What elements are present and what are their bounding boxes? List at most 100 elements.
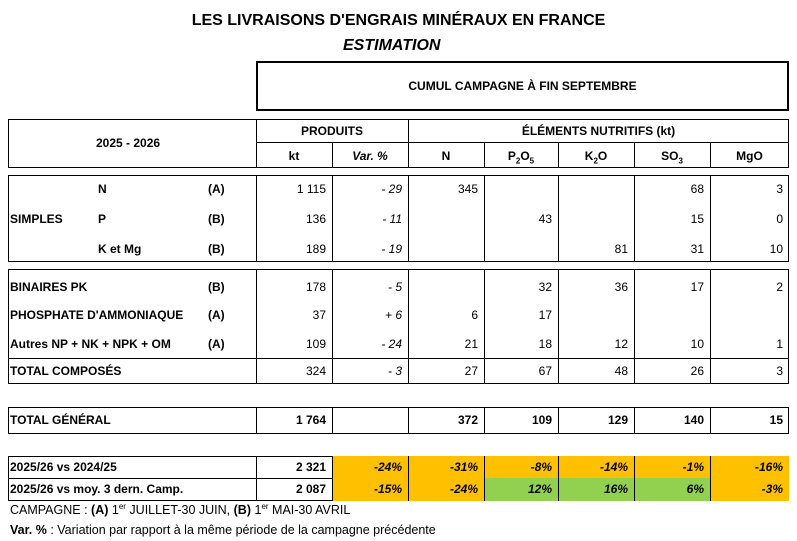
row-label: N (98, 182, 107, 196)
cell-n: 27 (464, 364, 478, 378)
cell-n: 345 (457, 182, 478, 196)
cell-p: 32 (538, 280, 552, 294)
cell-so3: 15 (690, 212, 704, 226)
cell-k: -14% (558, 456, 634, 479)
cell-k: 36 (614, 280, 628, 294)
cell-var: + 6 (384, 308, 402, 322)
header-block (8, 119, 789, 168)
cell-var: - 11 (382, 212, 402, 226)
col-k2o-header: K2O (584, 149, 608, 166)
cell-var: -15% (332, 478, 408, 501)
row-campaign-code: (A) (208, 308, 225, 322)
campaign-label: 2025 - 2026 (96, 136, 161, 150)
simples-label: SIMPLES (10, 212, 63, 226)
cell-so3: -1% (634, 456, 710, 479)
row-label: TOTAL GÉNÉRAL (10, 413, 111, 427)
cell-n (408, 239, 484, 259)
cell-so3: 17 (690, 280, 704, 294)
cell-k: 129 (607, 413, 628, 427)
col-so3-header: SO3 (661, 149, 683, 166)
row-campaign-code: (A) (208, 337, 225, 351)
cell-so3: 68 (690, 182, 704, 196)
row-campaign-code: (B) (208, 280, 225, 294)
row-campaign-code: (A) (208, 182, 225, 196)
cell-k: 81 (614, 242, 628, 256)
cell-mgo: 0 (776, 212, 783, 226)
row-label: TOTAL COMPOSÉS (10, 364, 122, 378)
cell-p (484, 179, 558, 199)
period-header: CUMUL CAMPAGNE À FIN SEPTEMBRE (408, 79, 637, 93)
cell-kt: 2 087 (256, 478, 332, 501)
row-label: P (98, 212, 107, 226)
elements-header: ÉLÉMENTS NUTRITIFS (kt) (521, 124, 676, 138)
cell-p: -8% (484, 456, 558, 479)
cell-so3: 26 (690, 364, 704, 378)
cell-kt: 189 (305, 242, 326, 256)
col-p2o5-header: P2O5 (507, 149, 535, 166)
cell-k (558, 305, 634, 325)
cell-kt: 2 321 (256, 456, 332, 479)
cell-var: - 3 (387, 364, 402, 378)
cell-var: - 5 (387, 280, 402, 294)
cell-var: -24% (332, 456, 408, 479)
col-n-header: N (441, 149, 451, 163)
cell-k: 16% (558, 478, 634, 501)
row-label: PHOSPHATE D'AMMONIAQUE (10, 308, 184, 322)
cell-so3: 31 (690, 242, 704, 256)
col-var-header: Var. % (352, 149, 388, 163)
row-label: K et Mg (98, 242, 142, 256)
cell-k (558, 209, 634, 229)
cell-p: 109 (531, 413, 552, 427)
cell-n: -31% (408, 456, 484, 479)
cell-kt: 1 764 (295, 413, 326, 427)
cell-mgo: -3% (710, 478, 789, 501)
cell-p: 18 (538, 337, 552, 351)
page-title: LES LIVRAISONS D'ENGRAIS MINÉRAUX EN FRA… (191, 12, 606, 29)
simples-block (8, 175, 789, 262)
cell-kt: 136 (305, 212, 326, 226)
row-label: BINAIRES PK (10, 280, 88, 294)
cell-n: -24% (408, 478, 484, 501)
cell-n (408, 209, 484, 229)
page-subtitle: ESTIMATION (343, 37, 441, 54)
cell-var: - 19 (381, 242, 402, 256)
col-mgo-header: MgO (736, 149, 763, 163)
comparison-label: 2025/26 vs moy. 3 dern. Camp. (10, 482, 184, 496)
cell-n: 6 (471, 308, 478, 322)
cell-so3 (634, 305, 710, 325)
cell-p (484, 239, 558, 259)
cell-so3: 6% (634, 478, 710, 501)
cell-so3: 10 (690, 337, 704, 351)
cell-mgo (710, 305, 789, 325)
cell-p: 67 (538, 364, 552, 378)
comparison-label: 2025/26 vs 2024/25 (10, 460, 117, 474)
cell-mgo: 3 (776, 364, 783, 378)
period-header-box (256, 61, 789, 111)
cell-kt: 1 115 (296, 182, 326, 196)
cell-var: - 29 (381, 182, 402, 196)
cell-kt: 109 (305, 337, 326, 351)
cell-var: - 24 (381, 337, 402, 351)
cell-kt: 37 (312, 308, 326, 322)
cell-p: 43 (538, 212, 552, 226)
cell-mgo: 3 (776, 182, 783, 196)
row-campaign-code: (B) (208, 212, 225, 226)
cell-mgo: 1 (776, 337, 783, 351)
cell-mgo: 15 (769, 413, 783, 427)
cell-n: 372 (457, 413, 478, 427)
footnote-var: Var. % : Variation par rapport à la même… (10, 523, 436, 537)
cell-so3: 140 (683, 413, 704, 427)
cell-kt: 178 (305, 280, 326, 294)
row-label: Autres NP + NK + NPK + OM (10, 337, 171, 351)
cell-mgo: 10 (769, 242, 783, 256)
cell-k: 48 (614, 364, 628, 378)
footnote-campaign: CAMPAGNE : (A) 1er JUILLET-30 JUIN, (B) … (10, 501, 351, 517)
total-general-block (8, 407, 789, 434)
row-campaign-code: (B) (208, 242, 225, 256)
composes-block (8, 269, 789, 384)
cell-n (408, 277, 484, 297)
cell-p: 17 (538, 308, 552, 322)
cell-p: 12% (484, 478, 558, 501)
cell-k (558, 179, 634, 199)
cell-mgo: -16% (710, 456, 789, 479)
